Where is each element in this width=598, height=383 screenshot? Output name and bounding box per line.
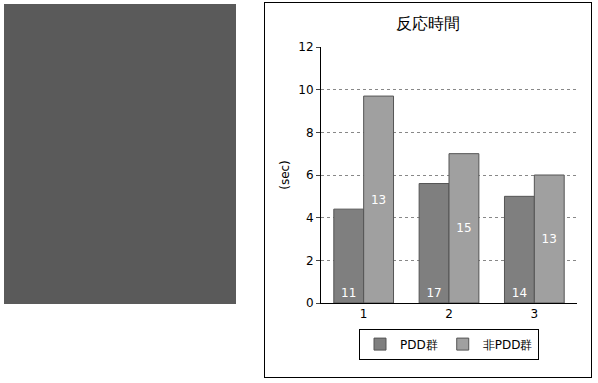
svg-text:13: 13	[542, 232, 557, 246]
svg-text:1: 1	[360, 307, 368, 321]
svg-text:15: 15	[456, 221, 471, 235]
svg-text:3: 3	[531, 307, 539, 321]
svg-text:8: 8	[306, 126, 314, 140]
svg-text:PDD群: PDD群	[400, 338, 438, 352]
svg-text:非PDD群: 非PDD群	[483, 338, 533, 352]
svg-text:反応時間: 反応時間	[396, 14, 460, 33]
svg-text:0: 0	[306, 296, 314, 310]
svg-text:17: 17	[426, 286, 441, 300]
svg-text:11: 11	[341, 286, 356, 300]
svg-text:6: 6	[306, 168, 314, 182]
svg-text:12: 12	[298, 40, 313, 54]
svg-text:(sec): (sec)	[278, 160, 292, 190]
svg-text:2: 2	[306, 254, 314, 268]
svg-text:4: 4	[306, 211, 314, 225]
svg-text:14: 14	[512, 286, 527, 300]
svg-text:10: 10	[298, 83, 313, 97]
svg-text:2: 2	[445, 307, 453, 321]
svg-text:13: 13	[371, 193, 386, 207]
